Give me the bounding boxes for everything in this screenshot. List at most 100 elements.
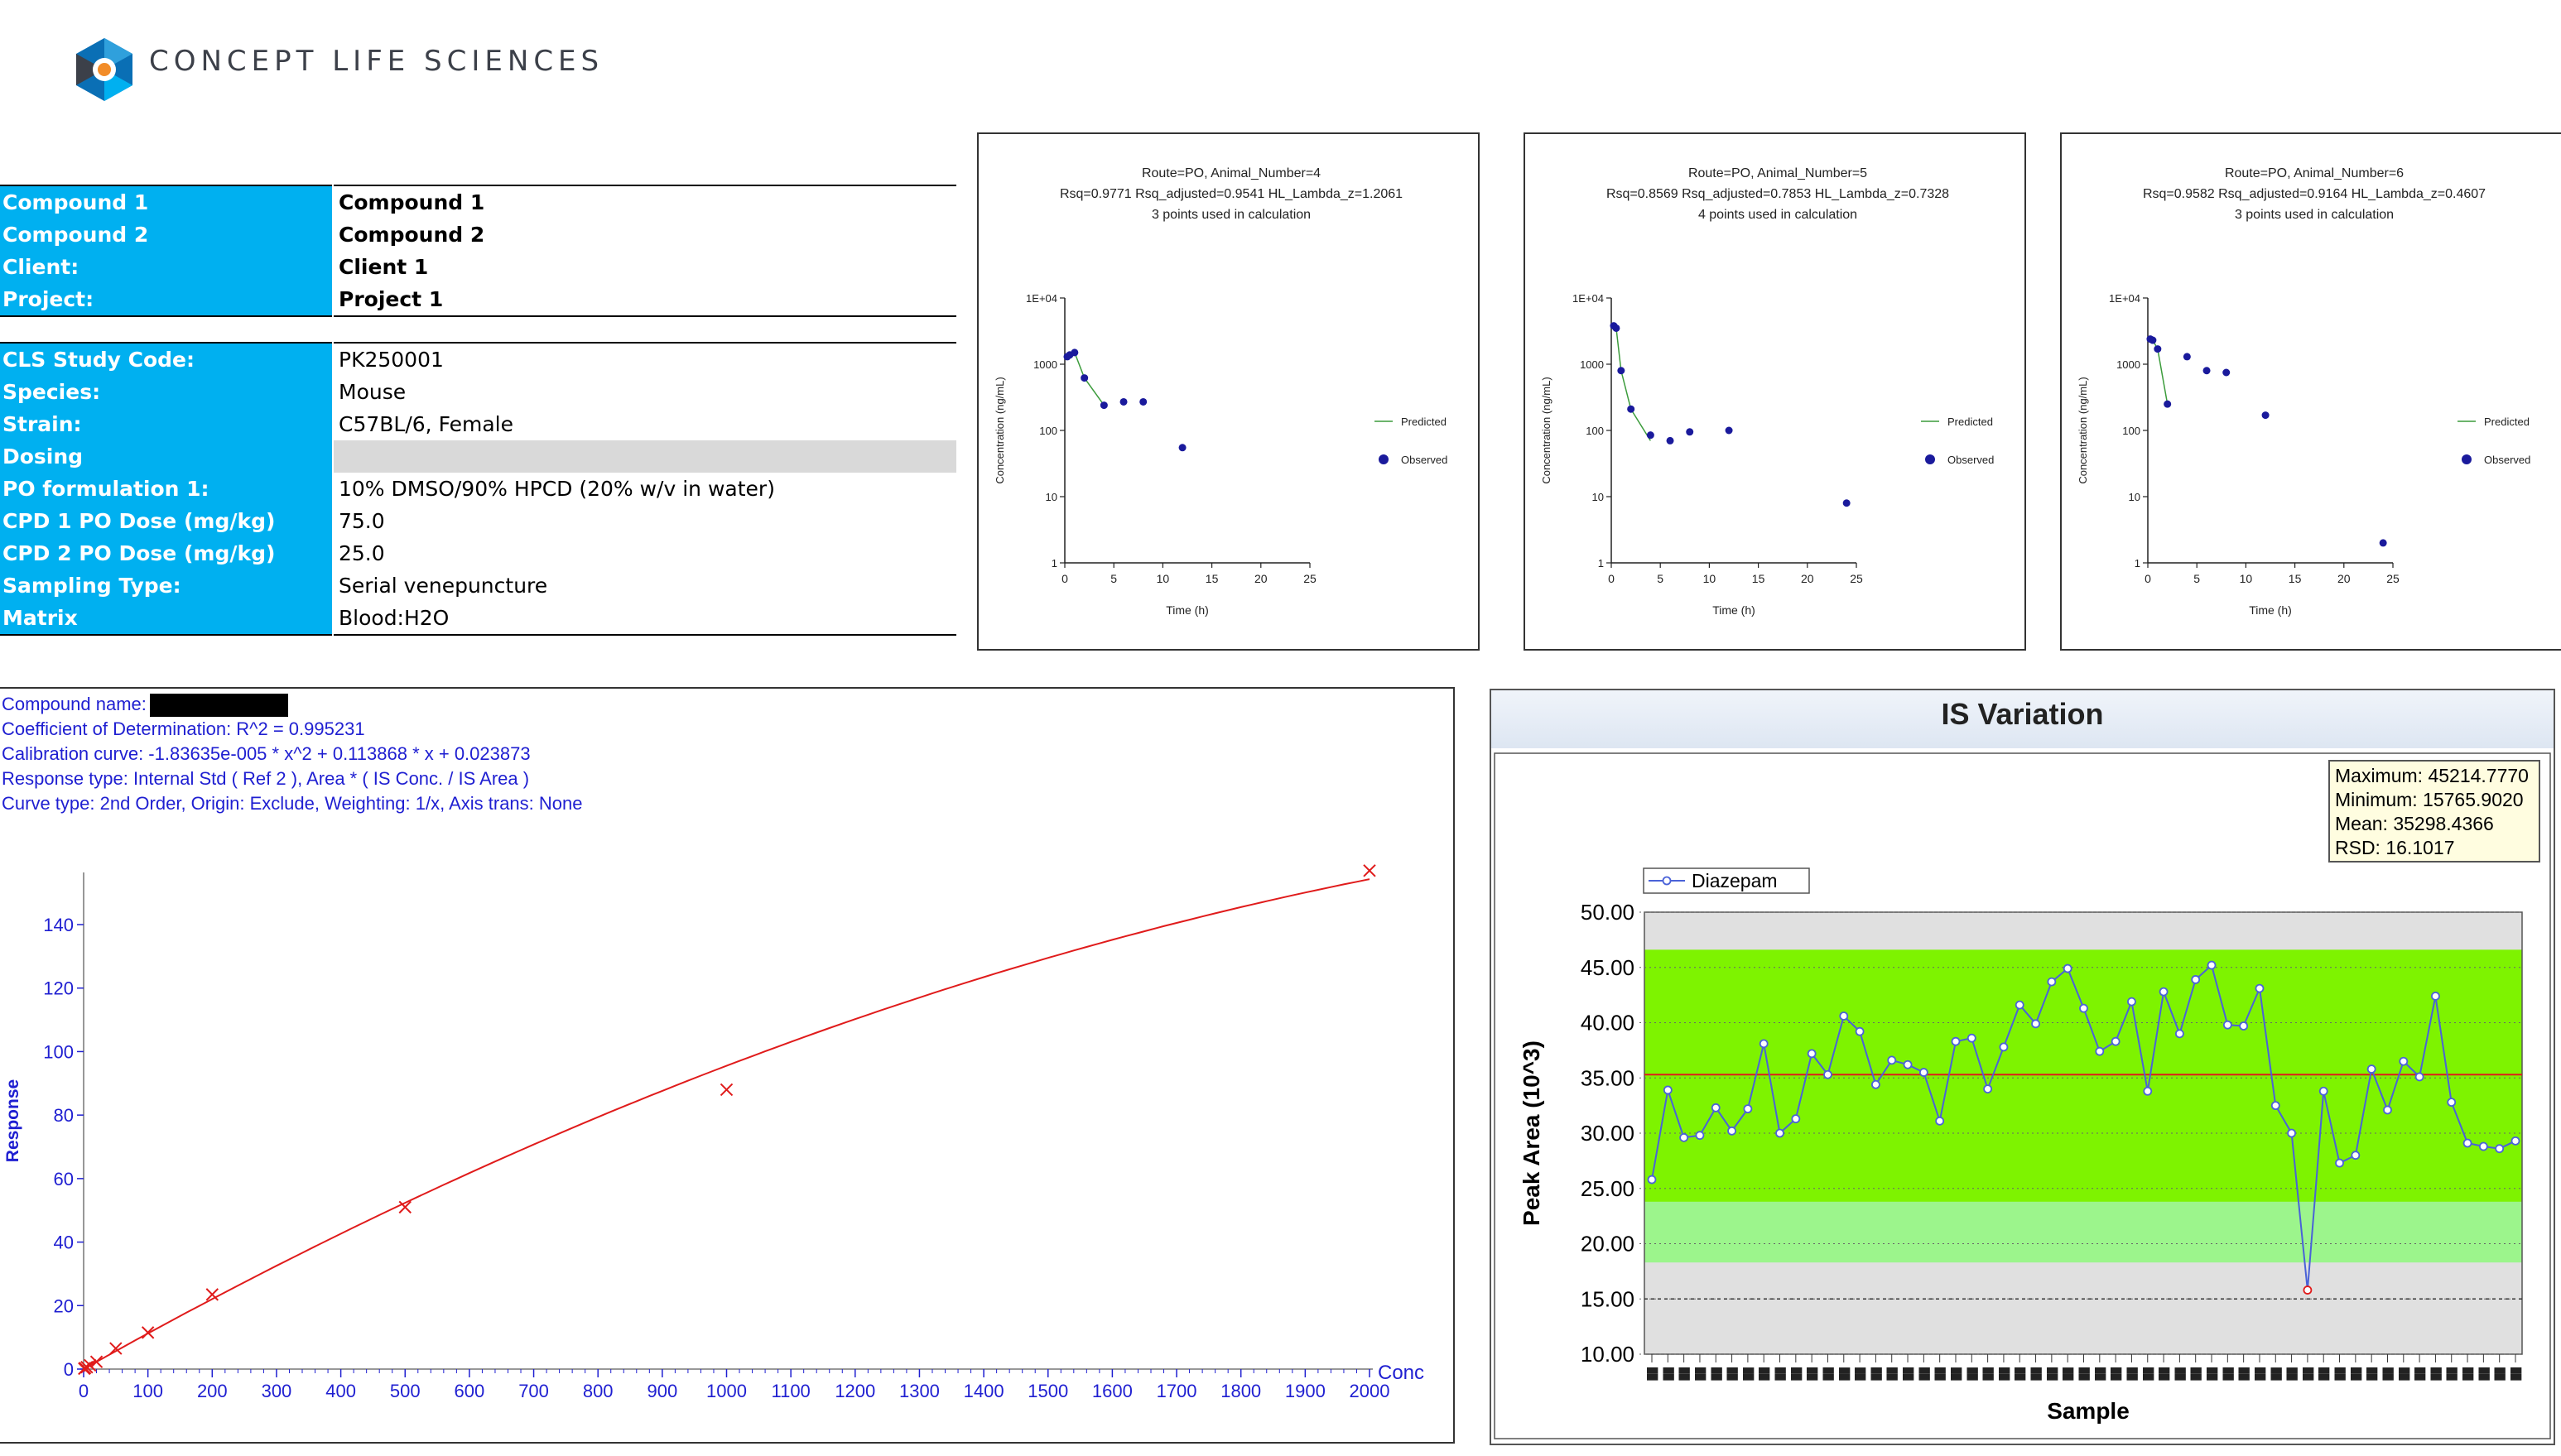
y-tick-label: 1000 <box>2116 358 2140 371</box>
x-tick-label: ██ <box>1694 1367 1707 1381</box>
diazepam-point <box>1823 1069 1832 1079</box>
stat-minimum: Minimum: 15765.9020 <box>2335 789 2524 810</box>
y-tick-label: 10 <box>2129 491 2140 503</box>
diazepam-point <box>2015 1000 2024 1010</box>
x-tick-label: ██ <box>2046 1367 2058 1381</box>
legend-label: Diazepam <box>1692 870 1778 891</box>
x-tick-label: 0 <box>1061 572 1068 585</box>
predicted-line <box>1074 352 1105 406</box>
x-tick-label: 1300 <box>899 1381 940 1401</box>
y-tick-label: 10 <box>1592 491 1604 503</box>
diazepam-point <box>2351 1151 2361 1160</box>
chart-title-line: Route=PO, Animal_Number=5 <box>1688 166 1867 180</box>
legend-box <box>1643 867 1810 894</box>
observed-point <box>1178 444 1187 452</box>
calibration-panel: Compound name: Coefficient of Determinat… <box>0 687 1455 1444</box>
x-tick-label: ██ <box>1678 1367 1691 1381</box>
y-tick-label: 100 <box>1039 425 1057 437</box>
x-tick-label: 1400 <box>964 1381 1004 1401</box>
diazepam-point <box>1839 1012 1849 1021</box>
observed-point <box>1725 426 1733 435</box>
table-row: PO formulation 1: 10% DMSO/90% HPCD (20% … <box>0 473 956 505</box>
chart-title-line: Rsq=0.9771 Rsq_adjusted=0.9541 HL_Lambda… <box>1060 187 1403 201</box>
x-tick-label: 1600 <box>1092 1381 1133 1401</box>
legend-predicted-label: Predicted <box>2484 416 2530 428</box>
y-tick-label: 25.00 <box>1581 1176 1634 1201</box>
x-tick-label: 20 <box>1801 572 1814 585</box>
calibration-point <box>141 1326 155 1339</box>
row-label: CPD 1 PO Dose (mg/kg) <box>0 505 333 537</box>
row-value <box>332 440 956 473</box>
table-row: Compound 2 Compound 2 <box>0 219 956 251</box>
y-axis-label: Response <box>3 1079 22 1162</box>
x-tick-label: ██ <box>1886 1367 1899 1381</box>
diazepam-point <box>1887 1055 1897 1065</box>
diazepam-point <box>2127 997 2136 1007</box>
legend-observed-swatch <box>1925 454 1935 464</box>
calibration-point <box>720 1083 734 1097</box>
calibration-point <box>89 1355 103 1368</box>
x-axis-label: Conc <box>1378 1362 1424 1384</box>
x-tick-label: ██ <box>2446 1367 2458 1381</box>
observed-point <box>1081 374 1089 382</box>
calibration-curve <box>83 878 1370 1370</box>
x-tick-label: 1900 <box>1285 1381 1326 1401</box>
y-tick-label: 50.00 <box>1581 900 1634 925</box>
x-tick-label: ██ <box>2494 1367 2506 1381</box>
chart-title-line: Route=PO, Animal_Number=4 <box>1142 166 1321 180</box>
observed-point <box>1119 397 1128 406</box>
y-tick-label: 10.00 <box>1581 1342 1634 1367</box>
brand-name: CONCEPT LIFE SCIENCES <box>149 45 604 78</box>
diazepam-point <box>1695 1131 1705 1141</box>
observed-point <box>1627 405 1635 413</box>
diazepam-point <box>1743 1104 1753 1114</box>
x-tick-label: 300 <box>262 1381 292 1401</box>
x-tick-label: 1200 <box>835 1381 875 1401</box>
x-tick-label: 0 <box>2145 572 2151 585</box>
pk-chart-2: Route=PO, Animal_Number=5 Rsq=0.8569 Rsq_… <box>1540 166 1994 617</box>
y-tick-label: 140 <box>43 915 74 935</box>
y-tick-label: 1E+04 <box>1026 292 1057 305</box>
diazepam-point <box>2462 1138 2472 1148</box>
x-tick-label: ██ <box>2062 1367 2074 1381</box>
row-value: 10% DMSO/90% HPCD (20% w/v in water) <box>332 473 956 505</box>
statistics-box: Maximum: 45214.7770 Minimum: 15765.9020 … <box>2328 760 2540 863</box>
table-row: Client: Client 1 <box>0 251 956 283</box>
x-tick-label: 1500 <box>1028 1381 1068 1401</box>
diazepam-point <box>1871 1079 1880 1089</box>
diazepam-point <box>1663 1085 1673 1095</box>
row-value: 25.0 <box>332 537 956 569</box>
x-tick-label: ██ <box>1854 1367 1866 1381</box>
calibration-response-line: Response type: Internal Std ( Ref 2 ), A… <box>2 768 530 789</box>
x-tick-label: ██ <box>2270 1367 2282 1381</box>
x-tick-label: ██ <box>1758 1367 1770 1381</box>
x-tick-label: ██ <box>2381 1367 2394 1381</box>
x-tick-label: ██ <box>2462 1367 2474 1381</box>
x-tick-label: 10 <box>2240 572 2253 585</box>
x-tick-label: ██ <box>2190 1367 2202 1381</box>
observed-point <box>1100 401 1108 410</box>
chart-title-line: 3 points used in calculation <box>2235 208 2394 222</box>
observed-point <box>1842 499 1851 507</box>
x-tick-label: ██ <box>1822 1367 1834 1381</box>
chart-title-line: 4 points used in calculation <box>1698 208 1857 222</box>
x-tick-label: 25 <box>1303 572 1317 585</box>
x-tick-label: ██ <box>1662 1367 1674 1381</box>
x-tick-label: 1100 <box>771 1381 810 1401</box>
y-tick-label: 20 <box>54 1295 74 1316</box>
x-axis-label: Time (h) <box>1166 603 1209 617</box>
x-tick-label: ██ <box>1838 1367 1851 1381</box>
y-tick-label: 30.00 <box>1581 1121 1634 1146</box>
redacted-compound-name <box>149 694 288 718</box>
diazepam-point <box>2111 1036 2121 1046</box>
y-tick-label: 1 <box>2135 557 2140 569</box>
x-tick-label: 400 <box>325 1381 356 1401</box>
diazepam-point <box>2287 1128 2296 1138</box>
row-value: C57BL/6, Female <box>332 408 956 440</box>
plot-frame <box>1494 752 2551 1439</box>
table-row: Compound 1 Compound 1 <box>0 185 956 219</box>
is-variation-chart: 10.00 15.00 20.00 25.00 30.00 35.00 40.00 45.00… <box>1494 752 2551 1439</box>
row-label: Project: <box>0 283 333 316</box>
diazepam-point <box>1951 1036 1961 1046</box>
